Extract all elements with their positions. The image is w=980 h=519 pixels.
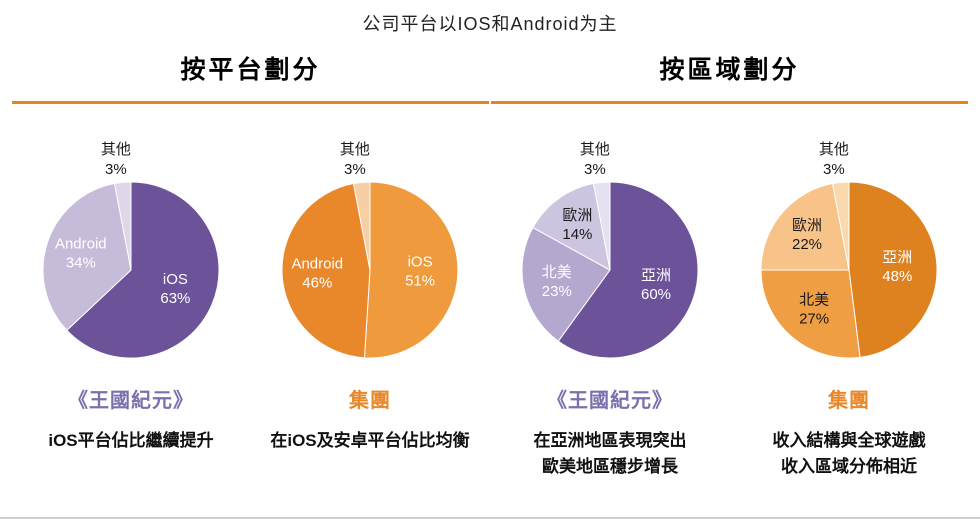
section-platform-divider (12, 101, 489, 104)
pie-label-Android: Android 34% (54, 236, 106, 272)
chart-caption: iOS平台佔比繼續提升 (48, 431, 214, 450)
pie-label-其他: 其他 3% (818, 141, 848, 178)
pie-slice-其他 (592, 181, 610, 271)
section-region-charts: 亞洲 60% 北美 23% 歐洲 14% 其他 3% 《王國紀元》 在亞洲地區表現突出 歐美地… (491, 132, 968, 479)
pie-slice-iOS (65, 181, 219, 359)
section-region-heading: 按區域劃分 (659, 56, 800, 84)
pie-chart-kingdoms-region: 亞洲 60% 北美 23% 歐洲 14% 其他 3% 《王國紀元》 在亞洲地區表現突出 歐美地… (491, 132, 729, 479)
pie-label-亞洲: 亞洲 48% (882, 249, 912, 285)
chart-caption: 在iOS及安卓平台佔比均衡 (270, 431, 470, 450)
pie-kingdoms-platform-figcaption: 《王國紀元》 iOS平台佔比繼續提升 (12, 384, 250, 454)
pie-slice-其他 (352, 181, 370, 271)
pie-slice-歐洲 (531, 183, 610, 271)
pie-label-歐洲: 歐洲 22% (791, 217, 821, 253)
entity-label: 集團 (828, 390, 870, 412)
chart-caption: 收入結構與全球遊戲 收入區域分佈相近 (772, 431, 926, 476)
pie-label-Android: Android 46% (291, 255, 343, 291)
pie-slice-北美 (760, 269, 861, 359)
pie-slice-亞洲 (848, 181, 938, 358)
section-platform-charts: iOS 63% Android 34% 其他 3% 《王國紀元》 iOS平台佔比繼續提升 … (12, 132, 489, 454)
entity-label: 集團 (349, 390, 391, 412)
pie-svg: 亞洲 60% 北美 23% 歐洲 14% 其他 3% (521, 141, 698, 359)
pie-label-其他: 其他 3% (579, 141, 609, 178)
pie-label-iOS: iOS 51% (405, 254, 435, 290)
pie-slice-Android (281, 183, 370, 359)
pie-svg: 亞洲 48% 北美 27% 歐洲 22% 其他 3% (760, 141, 938, 359)
pie-group-region-figcaption: 集團 收入結構與全球遊戲 收入區域分佈相近 (730, 384, 968, 479)
pie-svg: iOS 63% Android 34% 其他 3% (42, 141, 219, 359)
pie-group-platform: iOS 51% Android 46% 其他 3% (253, 132, 488, 372)
pie-label-北美: 北美 27% (799, 292, 829, 328)
pie-kingdoms-platform: iOS 63% Android 34% 其他 3% (14, 132, 249, 372)
pie-slice-歐洲 (760, 183, 849, 271)
pie-kingdoms-region: 亞洲 60% 北美 23% 歐洲 14% 其他 3% (493, 132, 728, 372)
pie-slice-其他 (831, 181, 849, 271)
section-platform: 按平台劃分 iOS 63% Android 34% 其他 3% 《王國紀元》 iOS平台佔… (12, 50, 489, 479)
pie-label-iOS: iOS 63% (160, 271, 190, 307)
pie-label-亞洲: 亞洲 60% (640, 267, 670, 303)
entity-label: 《王國紀元》 (68, 390, 194, 412)
pie-label-其他: 其他 3% (339, 141, 369, 178)
chart-caption: 在亞洲地區表現突出 歐美地區穩步增長 (533, 431, 687, 476)
page-title: 公司平台以IOS和Android为主 (362, 14, 618, 34)
pie-label-北美: 北美 23% (541, 264, 571, 300)
pie-kingdoms-region-figcaption: 《王國紀元》 在亞洲地區表現突出 歐美地區穩步增長 (491, 384, 729, 479)
pie-slice-iOS (363, 181, 458, 359)
pie-slice-亞洲 (557, 181, 698, 359)
pie-chart-kingdoms-platform: iOS 63% Android 34% 其他 3% 《王國紀元》 iOS平台佔比繼續提升 (12, 132, 250, 454)
pie-label-歐洲: 歐洲 14% (562, 207, 592, 243)
pie-slice-其他 (113, 181, 131, 271)
pie-label-其他: 其他 3% (100, 141, 130, 178)
section-region: 按區域劃分 亞洲 60% 北美 23% 歐洲 14% 其他 3% 《王國紀元》 在亞洲地區表現… (491, 50, 968, 479)
sections-row: 按平台劃分 iOS 63% Android 34% 其他 3% 《王國紀元》 iOS平台佔… (0, 50, 980, 479)
pie-slice-北美 (521, 227, 610, 342)
pie-chart-group-region: 亞洲 48% 北美 27% 歐洲 22% 其他 3% 集團 收入結構與全球遊戲 收入區域分佈相… (730, 132, 968, 479)
entity-label: 《王國紀元》 (547, 390, 673, 412)
pie-group-platform-figcaption: 集團 在iOS及安卓平台佔比均衡 (251, 384, 489, 454)
section-region-divider (491, 101, 968, 104)
pie-chart-group-platform: iOS 51% Android 46% 其他 3% 集團 在iOS及安卓平台佔比均衡 (251, 132, 489, 454)
pie-group-region: 亞洲 48% 北美 27% 歐洲 22% 其他 3% (732, 132, 967, 372)
pie-slice-Android (42, 183, 131, 331)
section-platform-heading: 按平台劃分 (180, 56, 321, 84)
pie-svg: iOS 51% Android 46% 其他 3% (281, 141, 458, 359)
